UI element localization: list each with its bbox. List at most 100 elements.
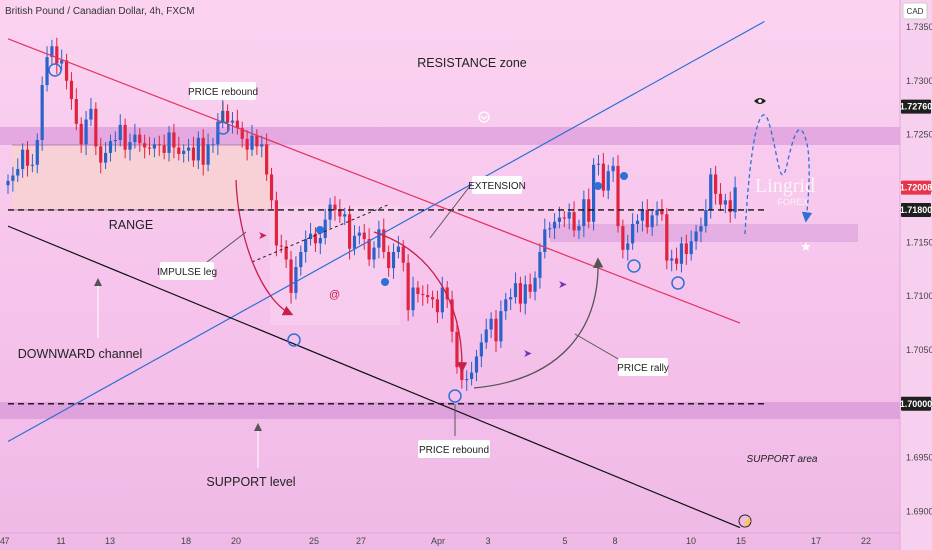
lightning-glyph: ⚡ bbox=[742, 516, 753, 528]
candle-body bbox=[35, 139, 39, 165]
candle-body bbox=[230, 120, 235, 123]
candle-body bbox=[269, 174, 274, 201]
candle-body bbox=[50, 46, 54, 58]
y-tick-label: 1.69500 bbox=[906, 453, 932, 463]
x-ticks-group[interactable]: 7 11 13 18 20 25 27 Apr 3 5 8 10 15 17 22 24 bbox=[0, 536, 871, 546]
trendline bbox=[7, 38, 741, 324]
rebound-curve-arrow bbox=[373, 231, 468, 373]
y-tick-label: 1.73000 bbox=[906, 76, 932, 86]
candle-body bbox=[538, 251, 542, 278]
candle-body bbox=[489, 318, 493, 330]
candle-body bbox=[201, 137, 205, 165]
watermark-brand: Lingrid bbox=[755, 175, 815, 197]
candle-body bbox=[670, 258, 674, 261]
candle-body bbox=[30, 164, 34, 166]
x-tick-label: 20 bbox=[231, 536, 241, 546]
x-tick-label: 13 bbox=[105, 536, 115, 546]
star-icon: ★ bbox=[800, 239, 812, 254]
candles-group bbox=[6, 37, 737, 391]
x-tick-label: 10 bbox=[686, 536, 696, 546]
candle-body bbox=[255, 135, 259, 147]
candle-body bbox=[74, 99, 78, 124]
candle-body bbox=[694, 231, 698, 242]
candle-body bbox=[621, 226, 625, 250]
candle-body bbox=[69, 80, 74, 100]
candle-body bbox=[138, 134, 142, 144]
candle-body bbox=[352, 235, 357, 249]
candle-body bbox=[577, 226, 581, 231]
candle-body bbox=[401, 246, 405, 263]
spiral-icon: @ bbox=[329, 289, 340, 301]
rebound-bottom-box bbox=[418, 440, 490, 458]
x-tick-label: 15 bbox=[736, 536, 746, 546]
candle-body bbox=[299, 251, 303, 268]
symbol-title: British Pound / Canadian Dollar, 4h, FXC… bbox=[5, 6, 195, 17]
candle-body bbox=[645, 209, 649, 228]
trendline bbox=[7, 21, 765, 442]
candle-body bbox=[723, 200, 727, 205]
candle-body bbox=[372, 247, 376, 260]
candle-body bbox=[186, 147, 191, 151]
price-tag-label: 1.71800 bbox=[900, 205, 932, 215]
marker-circle bbox=[448, 389, 462, 403]
projection-path bbox=[744, 114, 813, 235]
impulse-pointer bbox=[206, 231, 247, 263]
candle-body bbox=[55, 46, 59, 64]
candle-body bbox=[182, 150, 186, 154]
candle-body bbox=[245, 138, 249, 150]
candle-body bbox=[133, 134, 137, 143]
candle-body bbox=[99, 146, 103, 163]
price-tag bbox=[901, 180, 931, 195]
candle-body bbox=[304, 239, 308, 252]
candle-body bbox=[333, 204, 337, 210]
candle-body bbox=[552, 221, 557, 229]
currency-box bbox=[902, 2, 928, 20]
candle-body bbox=[172, 132, 176, 148]
candle-body bbox=[382, 229, 386, 252]
x-tick-label: 22 bbox=[861, 536, 871, 546]
candle-body bbox=[211, 144, 215, 146]
candle-body bbox=[494, 318, 498, 342]
candle-body bbox=[196, 137, 200, 161]
candle-body bbox=[396, 246, 400, 252]
downward-channel-label: DOWNWARD channel bbox=[18, 347, 143, 361]
extension-label: EXTENSION bbox=[468, 181, 526, 192]
candle-body bbox=[16, 169, 20, 176]
candle-body bbox=[504, 299, 508, 312]
candle-body bbox=[94, 108, 98, 147]
y-tick-label: 1.71000 bbox=[906, 291, 932, 301]
candle-body bbox=[226, 110, 230, 123]
x-tick-label: 11 bbox=[56, 536, 65, 546]
x-tick-label: 18 bbox=[181, 536, 191, 546]
candle-body bbox=[289, 259, 293, 293]
trendline bbox=[7, 225, 741, 529]
candle-body bbox=[343, 214, 347, 217]
range-box bbox=[12, 145, 270, 210]
price-rebound-bottom-label: PRICE rebound bbox=[419, 445, 489, 456]
candle-body bbox=[6, 180, 10, 186]
rebound-top-box bbox=[190, 82, 256, 100]
retest-zone bbox=[550, 224, 858, 242]
candle-body bbox=[728, 200, 732, 213]
candle-body bbox=[60, 60, 64, 64]
candle-body bbox=[611, 165, 615, 172]
resistance-zone-label: RESISTANCE zone bbox=[417, 56, 527, 70]
price-rebound-top-label: PRICE rebound bbox=[188, 87, 258, 98]
candle-body bbox=[162, 145, 166, 153]
x-tick-label: Apr bbox=[431, 536, 445, 546]
marker-dot bbox=[316, 226, 324, 234]
candle-body bbox=[572, 212, 576, 231]
y-tick-label: 1.71500 bbox=[906, 237, 932, 247]
candle-body bbox=[411, 287, 415, 311]
candle-body bbox=[660, 209, 664, 215]
candle-body bbox=[435, 299, 440, 313]
marker-dot bbox=[620, 172, 628, 180]
candle-body bbox=[474, 356, 479, 373]
x-tick-label: 8 bbox=[612, 536, 617, 546]
x-tick-label: 24 bbox=[0, 536, 5, 546]
price-axis[interactable] bbox=[900, 0, 932, 550]
watermark-sub: FOREX bbox=[777, 197, 808, 207]
candle-body bbox=[479, 342, 483, 357]
down-chevron-icon bbox=[478, 111, 490, 123]
candle-body bbox=[616, 165, 620, 227]
